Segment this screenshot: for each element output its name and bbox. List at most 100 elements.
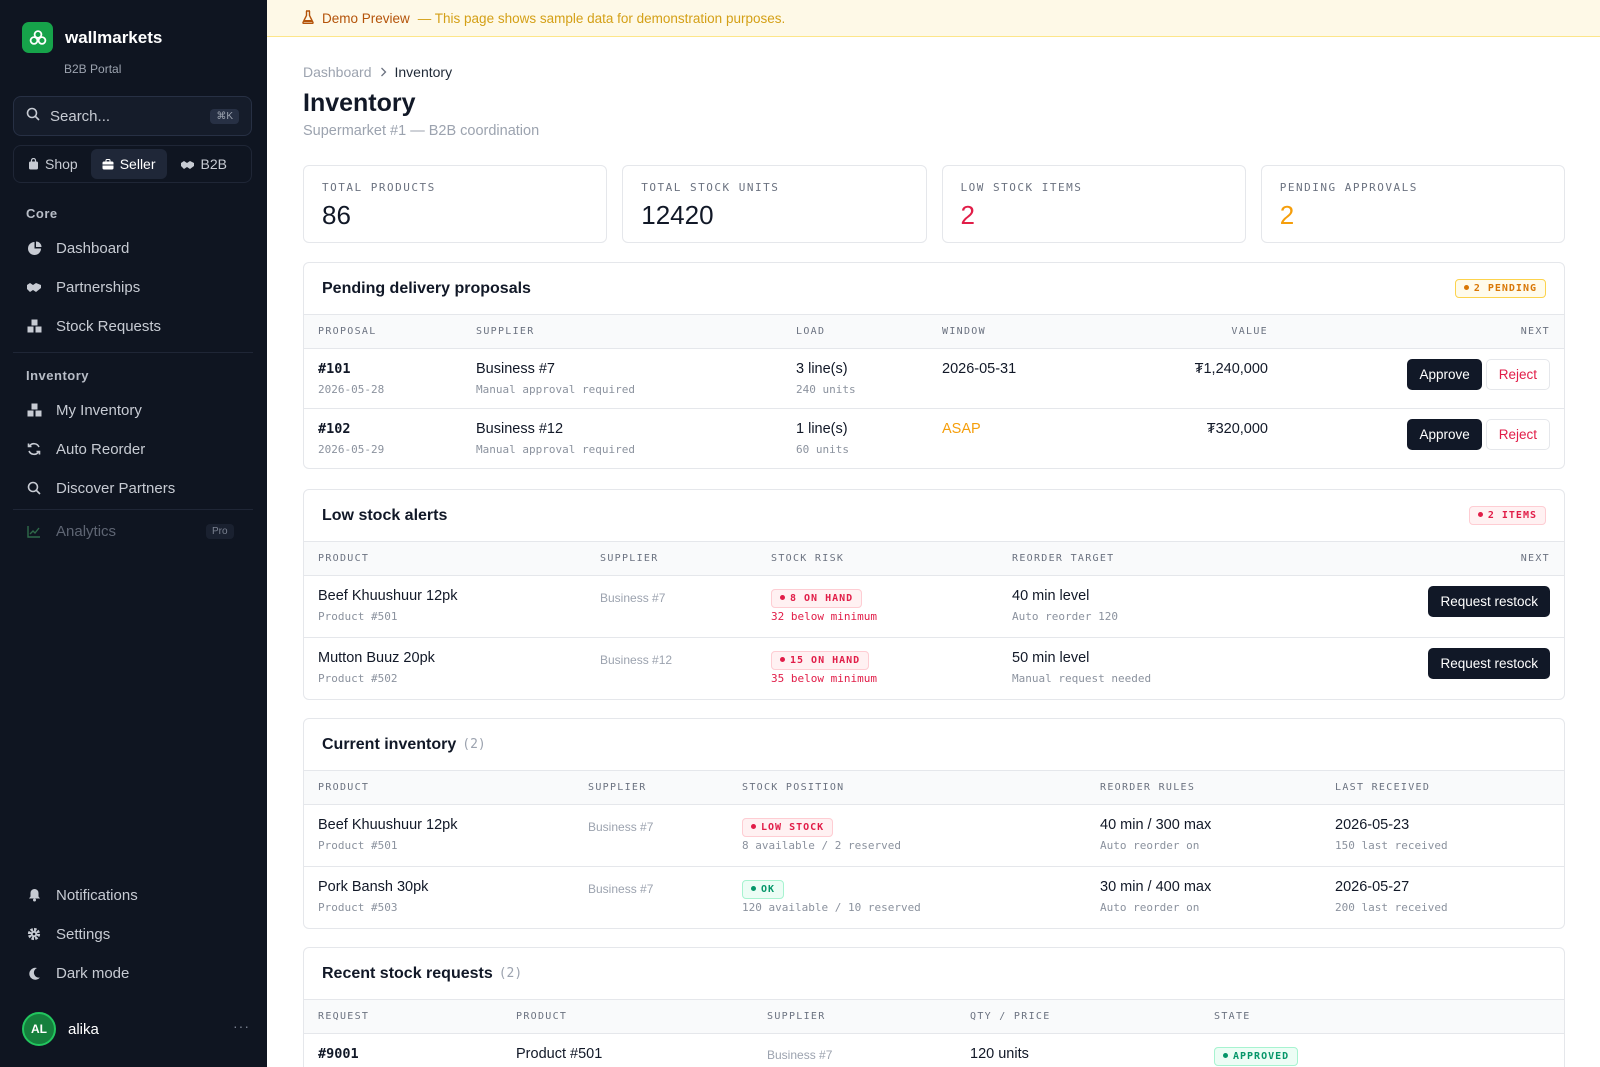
stat-total-stock-units: TOTAL STOCK UNITS 12420 xyxy=(622,165,927,243)
reorder-note: Auto reorder 120 xyxy=(1012,610,1118,623)
demo-banner: Demo Preview — This page shows sample da… xyxy=(267,0,1600,37)
recent-stock-requests-card: Recent stock requests (2) REQUEST PRODUC… xyxy=(303,947,1565,1067)
breadcrumb-dashboard[interactable]: Dashboard xyxy=(303,64,372,80)
sidebar-item-discover-partners[interactable]: Discover Partners xyxy=(26,476,175,500)
request-restock-button[interactable]: Request restock xyxy=(1428,648,1550,679)
table-row: #9001 Product #501 Business #7 120 units… xyxy=(304,1034,1564,1067)
brand-name: wallmarkets xyxy=(65,27,163,47)
supplier-name: Business #7 xyxy=(476,361,555,377)
mode-switch: Shop Seller B2B xyxy=(13,145,252,183)
sidebar-item-stock-requests[interactable]: Stock Requests xyxy=(26,314,161,338)
refresh-icon xyxy=(26,441,42,457)
page-title: Inventory xyxy=(303,89,416,117)
sidebar-item-dark-mode[interactable]: Dark mode xyxy=(26,961,129,985)
table-header: PRODUCT SUPPLIER STOCK RISK REORDER TARG… xyxy=(304,542,1564,576)
stat-label: TOTAL STOCK UNITS xyxy=(641,181,780,194)
card-count: (2) xyxy=(498,966,523,981)
product-id: Product #502 xyxy=(318,672,398,685)
mode-b2b-button[interactable]: B2B xyxy=(169,149,238,179)
column-header: STOCK RISK xyxy=(771,553,845,564)
table-row: #101 2026-05-28 Business #7 Manual appro… xyxy=(304,349,1564,409)
last-received-note: 200 last received xyxy=(1335,901,1448,914)
table-row: Beef Khuushuur 12pk Product #501 Busines… xyxy=(304,805,1564,867)
sidebar-item-dashboard[interactable]: Dashboard xyxy=(26,236,129,260)
bell-icon xyxy=(26,887,42,903)
reorder-rules: 30 min / 400 max xyxy=(1100,879,1212,895)
stat-value: 2 xyxy=(960,200,975,230)
column-header: PRODUCT xyxy=(318,782,370,793)
request-restock-button[interactable]: Request restock xyxy=(1428,586,1550,617)
approve-button[interactable]: Approve xyxy=(1407,419,1482,450)
breadcrumb-current: Inventory xyxy=(394,64,453,80)
mode-shop-button[interactable]: Shop xyxy=(17,149,89,179)
stock-position: 120 available / 10 reserved xyxy=(742,901,921,914)
sidebar-item-label: My Inventory xyxy=(56,401,142,419)
sidebar-item-notifications[interactable]: Notifications xyxy=(26,883,138,907)
table-row: Pork Bansh 30pk Product #503 Business #7… xyxy=(304,867,1564,928)
column-header: PROPOSAL xyxy=(318,326,377,337)
column-header: VALUE xyxy=(1231,326,1268,337)
search-placeholder: Search... xyxy=(50,107,111,125)
nav-divider xyxy=(13,509,253,510)
column-header: NEXT xyxy=(1520,326,1550,337)
product-id: Product #503 xyxy=(318,901,398,914)
flask-icon xyxy=(302,9,314,27)
sidebar-item-settings[interactable]: Settings xyxy=(26,922,110,946)
card-title: Current inventory xyxy=(322,735,457,753)
column-header: SUPPLIER xyxy=(476,326,535,337)
column-header: PRODUCT xyxy=(318,553,370,564)
boxes-icon xyxy=(26,318,42,334)
column-header: STOCK POSITION xyxy=(742,782,845,793)
column-header: REORDER RULES xyxy=(1100,782,1196,793)
page-subtitle: Supermarket #1 — B2B coordination xyxy=(303,123,540,139)
approve-button[interactable]: Approve xyxy=(1407,359,1482,390)
sidebar-item-label: Settings xyxy=(56,925,111,943)
mode-seller-button[interactable]: Seller xyxy=(90,149,167,179)
sidebar-item-label: Discover Partners xyxy=(56,479,176,497)
sidebar-item-auto-reorder[interactable]: Auto Reorder xyxy=(26,437,145,461)
reject-button[interactable]: Reject xyxy=(1485,359,1550,390)
search-input[interactable]: Search... ⌘K xyxy=(13,96,252,136)
line-chart-icon xyxy=(26,523,42,539)
reorder-rules-note: Auto reorder on xyxy=(1100,901,1200,914)
supplier-note: Manual approval required xyxy=(476,383,635,396)
delivery-window: 2026-05-31 xyxy=(942,361,1017,377)
pending-proposals-card: Pending delivery proposals 2 PENDING PRO… xyxy=(303,262,1565,469)
request-id[interactable]: #9001 xyxy=(318,1046,359,1062)
sidebar-item-label: Analytics xyxy=(56,522,117,540)
sidebar-item-label: Partnerships xyxy=(56,278,141,296)
column-header: SUPPLIER xyxy=(600,553,659,564)
sidebar-item-my-inventory[interactable]: My Inventory xyxy=(26,398,142,422)
user-profile[interactable]: AL alika xyxy=(22,1012,99,1046)
column-header: SUPPLIER xyxy=(767,1011,826,1022)
moon-icon xyxy=(26,965,42,981)
reject-button[interactable]: Reject xyxy=(1485,419,1550,450)
column-header: STATE xyxy=(1214,1011,1251,1022)
supplier-name: Business #12 xyxy=(476,421,564,437)
mode-b2b-label: B2B xyxy=(200,156,227,172)
sidebar-item-partnerships[interactable]: Partnerships xyxy=(26,275,140,299)
brand[interactable]: wallmarkets xyxy=(22,22,162,53)
bag-icon xyxy=(29,158,38,170)
card-title: Recent stock requests xyxy=(322,964,493,982)
stat-value: 2 xyxy=(1279,200,1295,230)
column-header: LAST RECEIVED xyxy=(1335,782,1431,793)
proposal-date: 2026-05-28 xyxy=(318,383,385,396)
column-header: NEXT xyxy=(1520,553,1550,564)
proposal-id[interactable]: #101 xyxy=(318,361,351,377)
user-more-icon[interactable]: ··· xyxy=(233,1018,250,1034)
supplier-name: Business #7 xyxy=(600,591,666,605)
table-header: PROPOSAL SUPPLIER LOAD WINDOW VALUE NEXT xyxy=(304,315,1564,349)
proposal-value: ₮1,240,000 xyxy=(1194,361,1268,377)
avatar: AL xyxy=(22,1012,56,1046)
sidebar-item-analytics[interactable]: Analytics xyxy=(26,519,116,543)
sidebar-item-label: Dark mode xyxy=(56,964,130,982)
table-row: #102 2026-05-29 Business #12 Manual appr… xyxy=(304,409,1564,468)
low-stock-alerts-card: Low stock alerts 2 ITEMS PRODUCT SUPPLIE… xyxy=(303,489,1565,700)
card-title: Pending delivery proposals xyxy=(322,279,531,297)
stat-label: TOTAL PRODUCTS xyxy=(322,181,436,194)
product-name: Beef Khuushuur 12pk xyxy=(318,817,458,833)
last-received-date: 2026-05-23 xyxy=(1335,817,1410,833)
boxes-icon xyxy=(26,402,42,418)
proposal-id[interactable]: #102 xyxy=(318,421,351,437)
